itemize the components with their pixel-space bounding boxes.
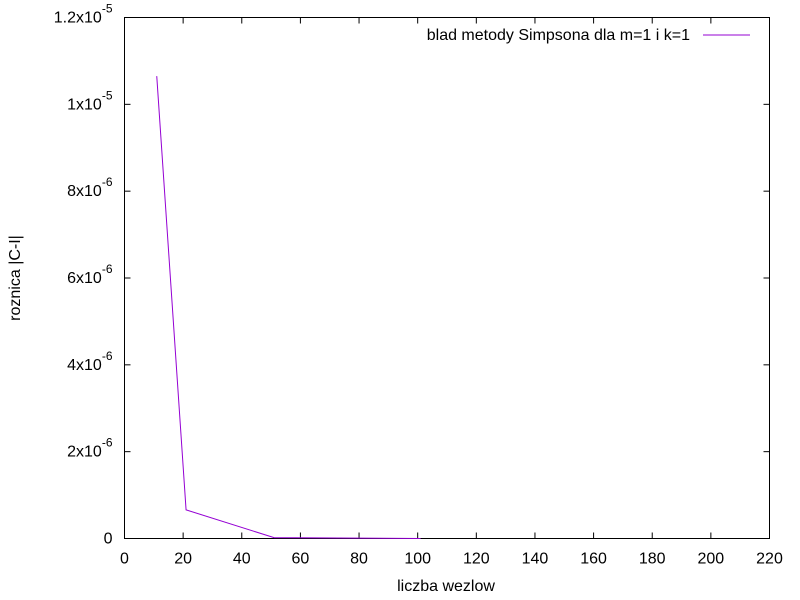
x-tick-label: 0 [120,551,129,568]
x-axis-label: liczba wezlow [397,578,495,595]
y-tick-exponent: -6 [102,436,113,450]
y-tick-exponent: -6 [102,262,113,276]
y-tick-exponent: -5 [102,88,113,102]
y-tick-mantissa: 1x10 [67,96,102,113]
y-tick-label: 1x10-5 [67,88,113,113]
y-tick-mantissa: 4x10 [67,357,102,374]
y-tick-mantissa: 8x10 [67,183,102,200]
y-tick-label: 1.2x10-5 [54,2,113,27]
x-tick-label: 60 [292,551,310,568]
y-tick-exponent: -6 [102,175,113,189]
x-tick-label: 180 [639,551,666,568]
x-tick-label: 140 [522,551,549,568]
y-tick-label: 8x10-6 [67,175,113,200]
x-tick-label: 80 [350,551,368,568]
y-tick-exponent: -5 [102,2,113,16]
y-tick-label: 0 [104,531,113,548]
y-tick-mantissa: 1.2x10 [54,10,102,27]
y-tick-label: 2x10-6 [67,436,113,461]
y-tick-mantissa: 0 [104,531,113,548]
y-tick-label: 4x10-6 [67,349,113,374]
x-tick-label: 100 [404,551,431,568]
series-line-0 [156,76,421,539]
y-tick-mantissa: 6x10 [67,270,102,287]
x-tick-label: 20 [174,551,192,568]
x-tick-label: 160 [580,551,607,568]
legend-label: blad metody Simpsona dla m=1 i k=1 [427,27,690,44]
x-tick-label: 120 [463,551,490,568]
plot-frame [124,17,770,539]
y-tick-exponent: -6 [102,349,113,363]
y-axis-label: roznica |C-I| [7,235,24,321]
y-tick-label: 6x10-6 [67,262,113,287]
x-tick-label: 200 [698,551,725,568]
y-tick-mantissa: 2x10 [67,444,102,461]
x-tick-label: 40 [233,551,251,568]
series-layer [156,76,421,539]
x-tick-label: 220 [756,551,783,568]
x-axis-ticks: 0 20 40 60 80 100 120 140 160 180 200 220 [120,17,783,568]
legend: blad metody Simpsona dla m=1 i k=1 [427,27,750,44]
